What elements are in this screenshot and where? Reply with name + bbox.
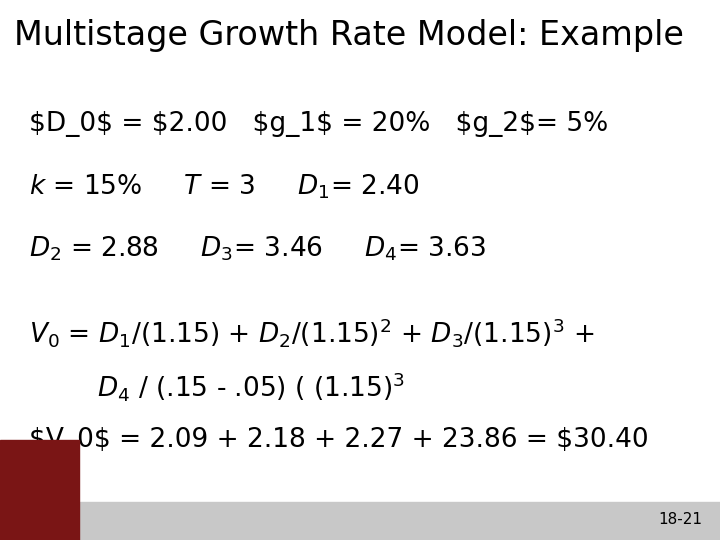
Bar: [0, 502, 720, 540]
Text: $V_0$ = 2.09 + 2.18 + 2.27 + 23.86 = $30.40: $V_0$ = 2.09 + 2.18 + 2.27 + 23.86 = $30…: [29, 427, 649, 453]
Bar: [0, 440, 79, 540]
Text: $D_2$ = 2.88     $D_3$= 3.46     $D_4$= 3.63: $D_2$ = 2.88 $D_3$= 3.46 $D_4$= 3.63: [29, 235, 486, 264]
Text: $D_4$ / (.15 - .05) ( (1.15)$^3$: $D_4$ / (.15 - .05) ( (1.15)$^3$: [97, 370, 405, 403]
Text: Multistage Growth Rate Model: Example: Multistage Growth Rate Model: Example: [14, 19, 684, 52]
Text: 18-21: 18-21: [658, 511, 702, 526]
Text: $V_0$ = $D_1$/(1.15) + $D_2$/(1.15)$^2$ + $D_3$/(1.15)$^3$ +: $V_0$ = $D_1$/(1.15) + $D_2$/(1.15)$^2$ …: [29, 316, 594, 349]
Text: $D_0$ = $2.00   $g_1$ = 20%   $g_2$= 5%: $D_0$ = $2.00 $g_1$ = 20% $g_2$= 5%: [29, 111, 608, 137]
Text: $k$ = 15%     $T$ = 3     $D_1$= 2.40: $k$ = 15% $T$ = 3 $D_1$= 2.40: [29, 173, 419, 201]
